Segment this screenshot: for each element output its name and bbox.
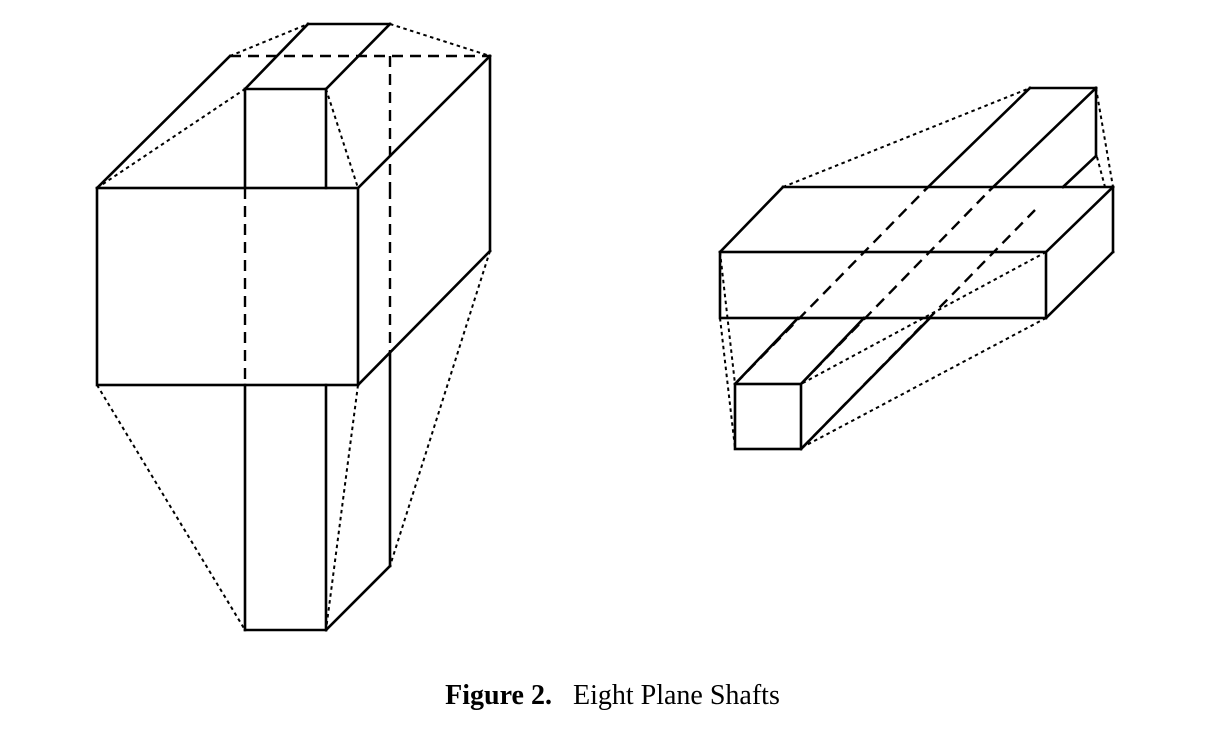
left-hidden-edges (230, 54, 490, 385)
right-hidden-edges (734, 189, 1036, 450)
figure-caption-title: Eight Plane Shafts (572, 680, 780, 711)
right-diagonal-shaft (733, 86, 1098, 451)
figure-caption: Figure 2. Eight Plane Shafts (0, 680, 1225, 712)
figure-caption-label: Figure 2. (445, 680, 552, 711)
left-vertical-shaft (243, 22, 392, 632)
left-large-box (95, 54, 492, 387)
right-projection-lines (719, 87, 1114, 449)
right-flat-slab (718, 185, 1115, 320)
left-projection-lines (96, 23, 491, 631)
left-shaft-figure (95, 22, 492, 632)
right-shaft-figure (718, 86, 1115, 451)
